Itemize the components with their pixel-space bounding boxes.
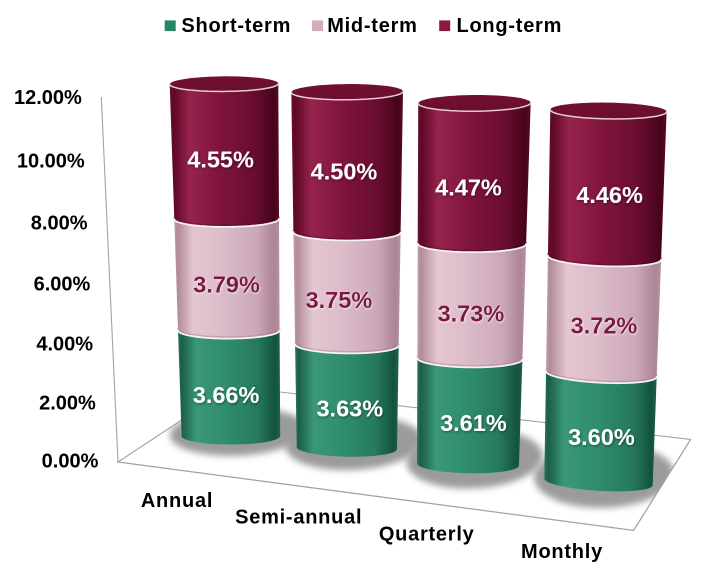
- svg-text:Quarterly: Quarterly: [379, 523, 475, 545]
- svg-text:Semi-annual: Semi-annual: [235, 506, 362, 528]
- svg-text:3.73%: 3.73%: [438, 301, 505, 327]
- svg-text:3.79%: 3.79%: [193, 272, 260, 298]
- svg-text:3.72%: 3.72%: [571, 313, 638, 339]
- svg-text:3.75%: 3.75%: [306, 287, 373, 313]
- svg-text:Short-term: Short-term: [181, 15, 291, 37]
- svg-text:10.00%: 10.00%: [17, 150, 85, 172]
- svg-text:4.50%: 4.50%: [311, 159, 378, 185]
- svg-text:3.61%: 3.61%: [440, 410, 507, 436]
- svg-text:8.00%: 8.00%: [31, 212, 88, 234]
- svg-text:0.00%: 0.00%: [42, 451, 99, 473]
- svg-text:3.63%: 3.63%: [316, 396, 383, 422]
- svg-text:Mid-term: Mid-term: [327, 15, 417, 37]
- svg-text:12.00%: 12.00%: [14, 87, 82, 109]
- svg-text:Long-term: Long-term: [457, 15, 563, 37]
- svg-text:3.60%: 3.60%: [568, 424, 635, 450]
- svg-text:4.55%: 4.55%: [187, 147, 254, 173]
- svg-text:4.46%: 4.46%: [576, 182, 643, 208]
- svg-text:4.47%: 4.47%: [435, 175, 502, 201]
- svg-text:4.00%: 4.00%: [36, 334, 93, 356]
- svg-text:2.00%: 2.00%: [39, 393, 96, 415]
- svg-text:3.66%: 3.66%: [193, 382, 260, 408]
- svg-text:Annual: Annual: [141, 490, 213, 512]
- svg-text:6.00%: 6.00%: [34, 273, 91, 295]
- svg-text:Monthly: Monthly: [521, 541, 603, 563]
